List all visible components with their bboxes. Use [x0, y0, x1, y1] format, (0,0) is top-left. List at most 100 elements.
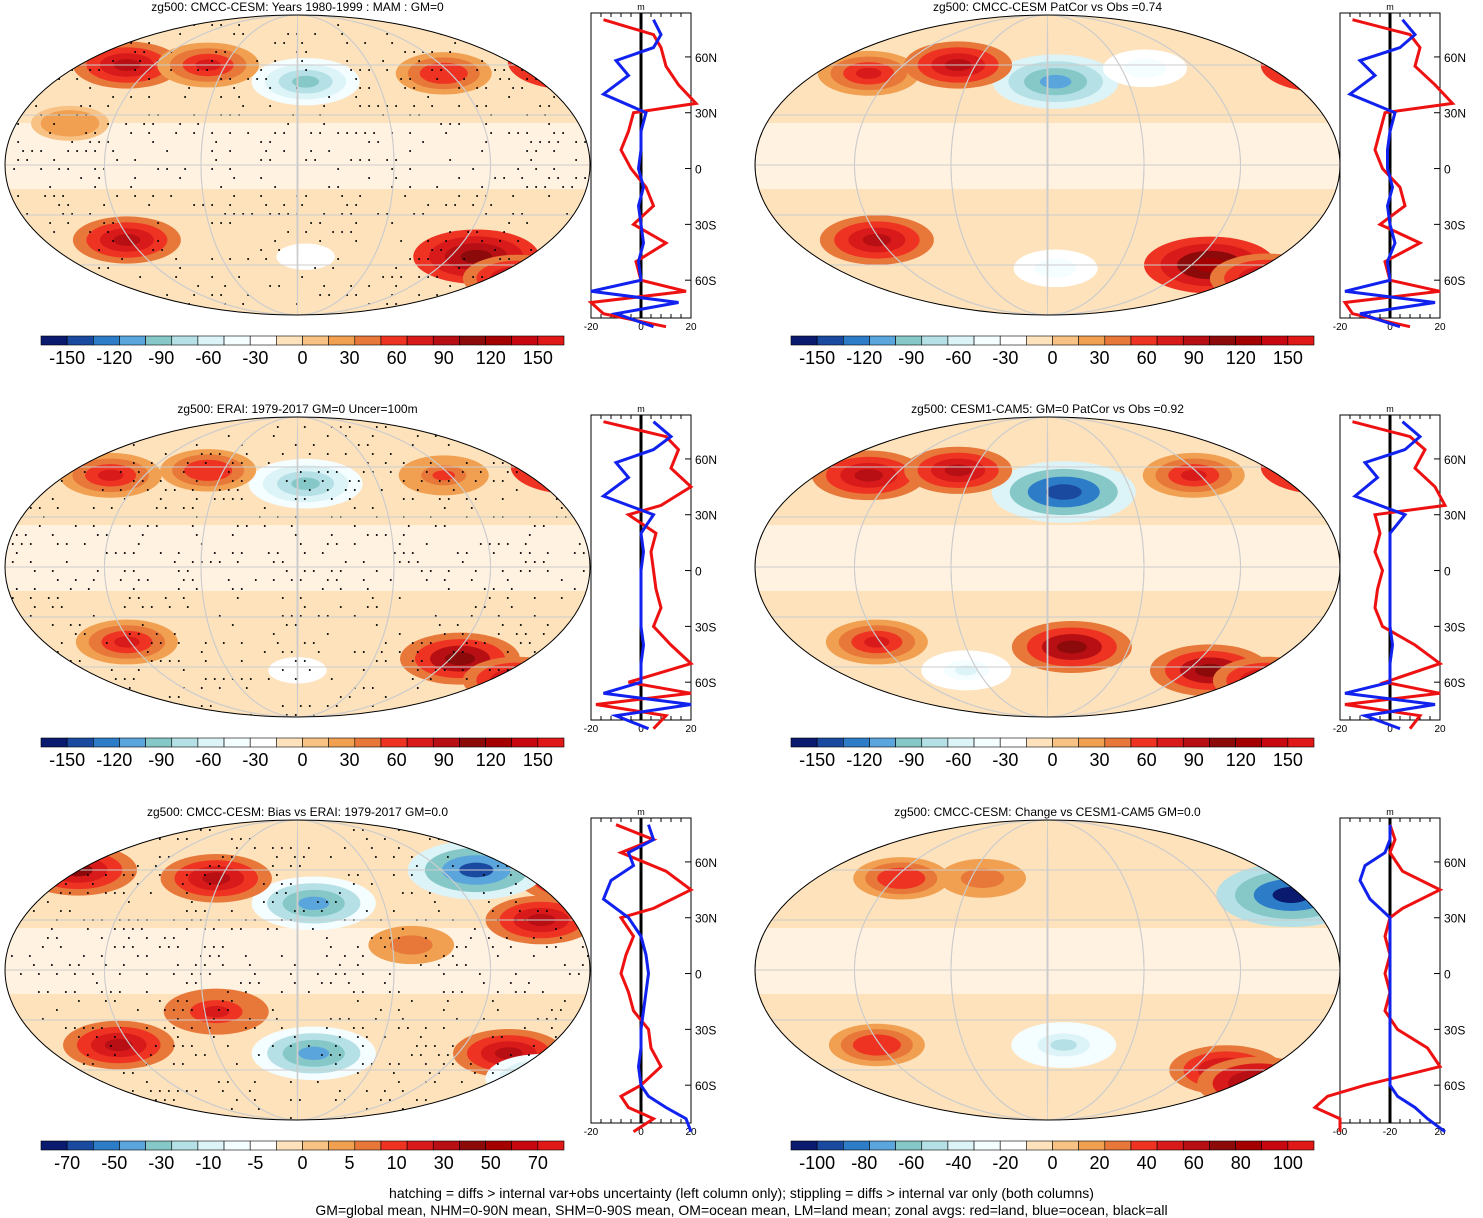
- stipple-dot: [409, 132, 412, 134]
- colorbar-swatch: [223, 1140, 251, 1151]
- stipple-dot: [488, 543, 491, 545]
- stipple-dot: [550, 1027, 553, 1029]
- stipple-dot: [508, 24, 511, 26]
- stipple-dot: [508, 96, 511, 98]
- stipple-dot: [230, 856, 233, 858]
- stipple-dot: [514, 991, 517, 993]
- anomaly-blob: [527, 1072, 556, 1085]
- stipple-dot: [569, 435, 572, 437]
- stipple-dot: [29, 561, 32, 563]
- stipple-dot: [69, 624, 72, 626]
- stipple-dot: [440, 69, 443, 71]
- stipple-dot: [310, 132, 313, 134]
- stipple-dot: [166, 168, 169, 170]
- stipple-dot: [109, 1099, 112, 1101]
- stipple-dot: [289, 1117, 292, 1119]
- stipple-dot: [353, 651, 356, 653]
- stipple-dot: [185, 892, 188, 894]
- stipple-dot: [146, 435, 149, 437]
- stipple-dot: [509, 892, 512, 894]
- stipple-dot: [303, 660, 306, 662]
- colorbar-tick-label: 150: [523, 750, 553, 770]
- stipple-dot: [434, 435, 437, 437]
- stipple-dot: [272, 561, 275, 563]
- colorbar: -150 -120 -90 -60 -30 0 30 60 90 120 150: [40, 335, 565, 368]
- stipple-dot: [49, 132, 52, 134]
- stipple-dot: [496, 1117, 499, 1119]
- stipple-dot: [584, 123, 587, 125]
- profile-lat-label: 30N: [695, 509, 717, 523]
- stipple-dot: [62, 33, 65, 35]
- stipple-dot: [352, 1027, 355, 1029]
- stipple-dot: [85, 294, 88, 296]
- stipple-dot: [442, 955, 445, 957]
- stipple-dot: [344, 489, 347, 491]
- stipple-dot: [465, 714, 468, 716]
- stipple-dot: [375, 660, 378, 662]
- stipple-dot: [431, 105, 434, 107]
- stipple-dot: [110, 687, 113, 689]
- stipple-dot: [519, 642, 522, 644]
- stipple-dot: [424, 1045, 427, 1047]
- stipple-dot: [535, 150, 538, 152]
- stipple-dot: [100, 991, 103, 993]
- stipple-dot: [150, 426, 153, 428]
- stipple-dot: [172, 1027, 175, 1029]
- stipple-dot: [494, 177, 497, 179]
- graticule-meridian: [103, 820, 492, 1120]
- panel-title: zg500: CMCC-CESM: Change vs CESM1-CAM5 G…: [894, 805, 1201, 819]
- stipple-dot: [100, 1027, 103, 1029]
- stipple-dot: [122, 964, 125, 966]
- stipple-dot: [310, 150, 313, 152]
- stipple-dot: [510, 696, 513, 698]
- profile-lat-label: 30S: [1444, 620, 1465, 634]
- stipple-dot: [281, 597, 284, 599]
- stipple-dot: [121, 294, 124, 296]
- stipple-dot: [397, 1117, 400, 1119]
- stipple-dot: [299, 597, 302, 599]
- stipple-dot: [19, 829, 22, 831]
- stipple-dot: [110, 507, 113, 509]
- stipple-dot: [323, 123, 326, 125]
- stipple-dot: [573, 462, 576, 464]
- stipple-dot: [20, 705, 23, 707]
- stipple-dot: [37, 1099, 40, 1101]
- stipple-dot: [299, 705, 302, 707]
- stipple-dot: [517, 294, 520, 296]
- stipple-dot: [163, 937, 166, 939]
- stipple-dot: [458, 87, 461, 89]
- stipple-dot: [113, 1036, 116, 1038]
- stipple-dot: [335, 543, 338, 545]
- stipple-dot: [167, 946, 170, 948]
- stipple-dot: [113, 892, 116, 894]
- stipple-dot: [154, 1045, 157, 1047]
- stipple-dot: [172, 1063, 175, 1065]
- stipple-dot: [141, 606, 144, 608]
- stipple-dot: [68, 964, 71, 966]
- stipple-dot: [582, 696, 585, 698]
- stipple-dot: [330, 678, 333, 680]
- stipple-dot: [158, 1108, 161, 1110]
- stipple-dot: [451, 955, 454, 957]
- stipple-dot: [278, 285, 281, 287]
- stipple-dot: [461, 633, 464, 635]
- stipple-dot: [346, 132, 349, 134]
- stipple-dot: [362, 651, 365, 653]
- stipple-dot: [287, 123, 290, 125]
- stipple-dot: [544, 186, 547, 188]
- stipple-dot: [32, 1054, 35, 1056]
- stipple-dot: [184, 312, 187, 314]
- stipple-dot: [170, 195, 173, 197]
- colorbar-tick-label: 90: [434, 348, 454, 368]
- stipple-dot: [222, 678, 225, 680]
- stipple-dot: [240, 480, 243, 482]
- stipple-dot: [472, 168, 475, 170]
- stipple-dot: [236, 489, 239, 491]
- stipple-dot: [122, 1072, 125, 1074]
- stipple-dot: [181, 1063, 184, 1065]
- stipple-dot: [235, 1063, 238, 1065]
- stipple-dot: [436, 276, 439, 278]
- stipple-dot: [46, 901, 49, 903]
- stipple-dot: [353, 543, 356, 545]
- colorbar-swatch: [432, 335, 460, 346]
